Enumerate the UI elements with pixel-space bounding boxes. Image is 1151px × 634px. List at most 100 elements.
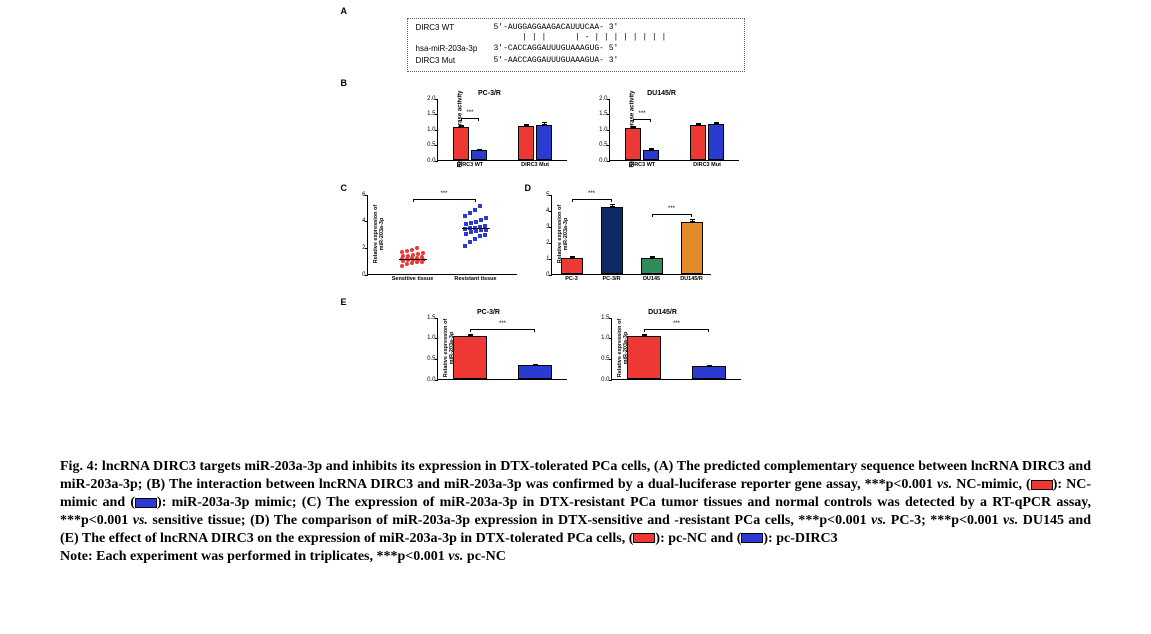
x-category-label: DU145/R xyxy=(680,276,703,282)
panel-b-label: B xyxy=(341,78,811,88)
scatter-point xyxy=(468,211,472,215)
significance-label: *** xyxy=(668,206,675,212)
significance-label: *** xyxy=(499,321,506,327)
scatter-point xyxy=(479,218,483,222)
y-axis-label: Relative expression of miR-203a-3p xyxy=(557,205,569,263)
x-category-label: PC-3 xyxy=(565,276,578,282)
significance-label: *** xyxy=(588,191,595,197)
chart-title: PC-3/R xyxy=(413,90,567,97)
caption-note: Note: Each experiment was performed in t… xyxy=(60,549,448,564)
legend-swatch-red xyxy=(1031,480,1053,490)
scatter-point xyxy=(464,232,468,236)
bar-chart: DU145/RRelative expression of miR-203a-3… xyxy=(585,309,741,390)
scatter-point xyxy=(411,253,415,257)
caption-text: ): pc-NC and ( xyxy=(655,531,741,546)
significance-label: *** xyxy=(673,321,680,327)
x-category-label: Resistant tissue xyxy=(454,276,496,282)
legend-swatch-blue xyxy=(135,498,157,508)
bar xyxy=(681,222,703,274)
bar xyxy=(627,336,661,379)
scatter-point xyxy=(400,264,404,268)
caption-note-end: pc-NC xyxy=(463,549,505,564)
seq-label xyxy=(416,33,494,43)
caption-text: ): pc-DIRC3 xyxy=(763,531,837,546)
scatter-point xyxy=(473,208,477,212)
scatter-point xyxy=(464,222,468,226)
bar xyxy=(643,150,659,160)
bar xyxy=(536,125,552,160)
scatter-point xyxy=(406,254,410,258)
caption-text: sensitive tissue; (D) The comparison of … xyxy=(148,513,871,528)
scatter-point xyxy=(474,220,478,224)
significance-label: *** xyxy=(440,191,447,197)
caption-vs: vs. xyxy=(448,549,463,564)
seq-text: 5'-AUGGAGGAAGACAUUUCAA- 3' xyxy=(494,23,619,33)
panel-e-charts: PC-3/RRelative expression of miR-203a-3p… xyxy=(341,309,811,390)
scatter-point xyxy=(463,244,467,248)
panel-d-label: D xyxy=(525,183,711,193)
x-category-label: DIRC3 Mut xyxy=(693,162,721,168)
scatter-point xyxy=(415,246,419,250)
bar xyxy=(471,150,487,159)
scatter-point xyxy=(405,262,409,266)
seq-label: hsa-miR-203a-3p xyxy=(416,44,494,54)
bar xyxy=(692,366,726,378)
legend-swatch-red xyxy=(633,533,655,543)
seq-text: | | | | - | | | | | | | | xyxy=(494,33,667,43)
significance-label: *** xyxy=(466,110,473,116)
chart-title: DU145/R xyxy=(585,90,739,97)
seq-label: DIRC3 Mut xyxy=(416,56,494,66)
bar-chart: PC-3/RRelative expression of miR-203a-3p… xyxy=(411,309,567,390)
caption-vs: vs. xyxy=(1003,513,1018,528)
caption-text: NC-mimic, ( xyxy=(952,477,1031,492)
scatter-point xyxy=(469,230,473,234)
scatter-point xyxy=(469,221,473,225)
figure-container: A DIRC3 WT5'-AUGGAGGAAGACAUUUCAA- 3' | |… xyxy=(341,6,811,390)
caption-vs: vs. xyxy=(937,477,952,492)
scatter-point xyxy=(483,233,487,237)
bar xyxy=(708,124,724,160)
bar xyxy=(625,128,641,160)
bar-chart: PC-3/RRelative Luciferase activity0.00.5… xyxy=(413,90,567,175)
panel-e-label: E xyxy=(341,297,811,307)
scatter-point xyxy=(463,214,467,218)
x-category-label: Sensitive tissue xyxy=(392,276,434,282)
x-category-label: DIRC3 WT xyxy=(629,162,656,168)
y-axis-label: Relative expression of miR-203a-3p xyxy=(373,205,385,263)
bar xyxy=(601,207,623,273)
bar xyxy=(561,258,583,274)
bar xyxy=(518,126,534,159)
panel-a-label: A xyxy=(341,6,811,16)
scatter-point xyxy=(484,216,488,220)
panel-a-sequence-box: DIRC3 WT5'-AUGGAGGAAGACAUUUCAA- 3' | | |… xyxy=(407,18,745,72)
scatter-point xyxy=(400,250,404,254)
figure-caption: Fig. 4: lncRNA DIRC3 targets miR-203a-3p… xyxy=(60,458,1091,565)
caption-vs: vs. xyxy=(133,513,148,528)
x-category-label: PC-3/R xyxy=(602,276,620,282)
scatter-point xyxy=(473,237,477,241)
bar xyxy=(453,336,487,378)
scatter-point xyxy=(410,248,414,252)
seq-text: 3'-CACCAGGAUUUGUAAAGUG- 5' xyxy=(494,44,619,54)
significance-label: *** xyxy=(638,111,645,117)
x-category-label: DIRC3 Mut xyxy=(521,162,549,168)
bar xyxy=(518,365,552,378)
caption-vs: vs. xyxy=(871,513,886,528)
x-category-label: DU145 xyxy=(643,276,660,282)
panel-d-chart: Relative expression of miR-203a-3p012345… xyxy=(525,195,711,275)
seq-text: 5'-AACCAGGAUUUGUAAAGUA- 3' xyxy=(494,56,619,66)
bar xyxy=(641,258,663,274)
caption-text: PC-3; ***p<0.001 xyxy=(886,513,1003,528)
scatter-point xyxy=(478,234,482,238)
x-category-label: DIRC3 WT xyxy=(457,162,484,168)
scatter-point xyxy=(405,249,409,253)
scatter-point xyxy=(416,252,420,256)
bar xyxy=(690,125,706,159)
panel-c-label: C xyxy=(341,183,517,193)
scatter-point xyxy=(478,204,482,208)
bar-chart: DU145/RRelative Luciferase activity0.00.… xyxy=(585,90,739,175)
panel-c-chart: Relative expression of miR-203a-3p0246**… xyxy=(341,195,517,275)
legend-swatch-blue xyxy=(741,533,763,543)
bar xyxy=(453,127,469,160)
scatter-point xyxy=(468,240,472,244)
